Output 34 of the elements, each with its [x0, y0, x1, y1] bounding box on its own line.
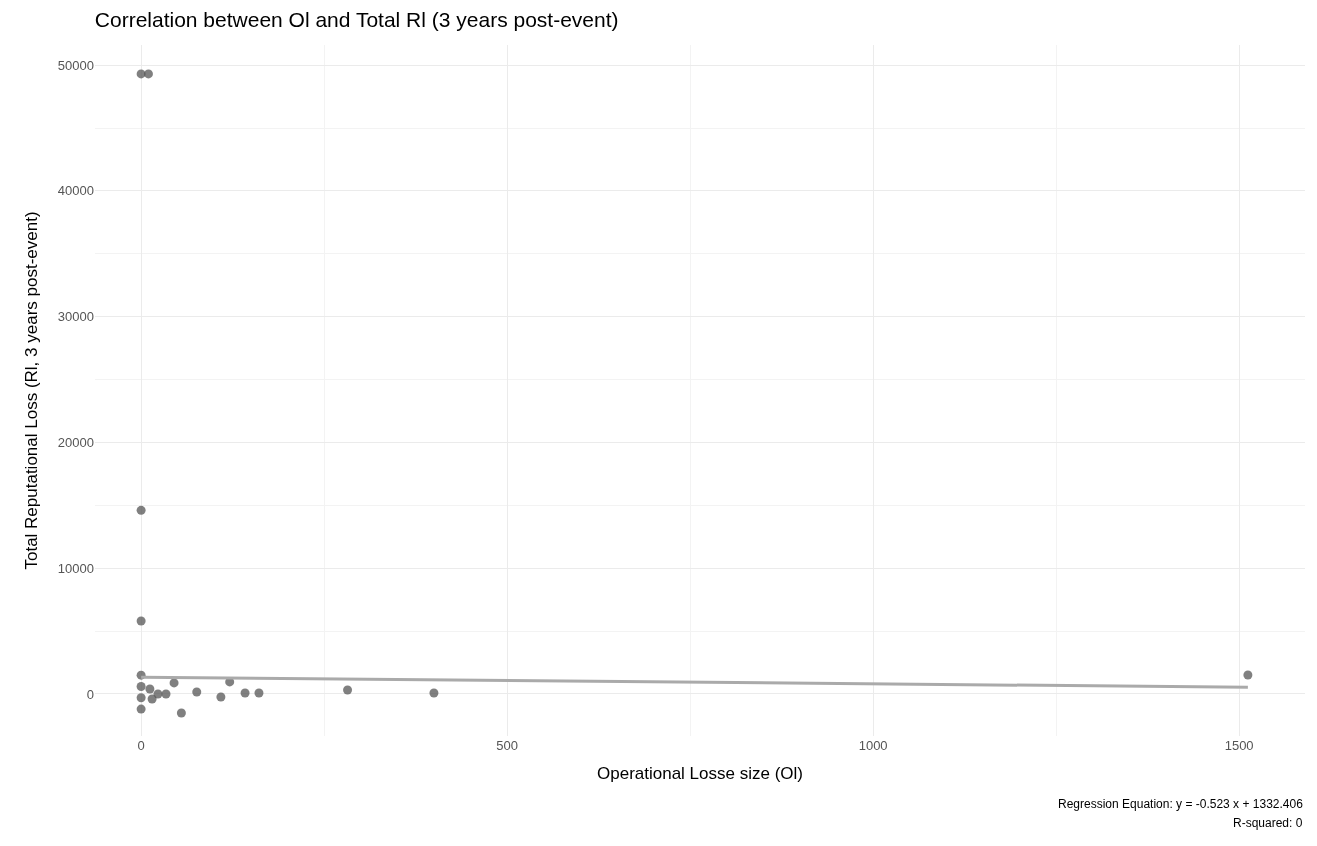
y-tick-label: 10000	[57, 560, 94, 576]
text: R-squared: 0	[1233, 816, 1303, 830]
point	[192, 687, 202, 697]
point	[343, 685, 353, 695]
x-tick-label: 0	[137, 738, 145, 753]
y-tick-label: 20000	[57, 434, 94, 450]
point	[136, 616, 146, 626]
point	[216, 692, 226, 702]
point	[169, 678, 179, 688]
point	[136, 693, 146, 703]
y-tick-label: 40000	[57, 183, 94, 199]
point	[429, 688, 439, 698]
text: Regression Equation: y = -0.523 x + 1332.406	[1058, 797, 1304, 811]
point	[153, 689, 163, 699]
y-tick-label: 30000	[57, 309, 94, 325]
point	[161, 689, 171, 699]
point	[240, 688, 250, 698]
point	[136, 681, 146, 691]
y-axis-title: Total Reputational Loss (Rl, 3 years post-event)	[22, 211, 42, 570]
point	[136, 704, 146, 714]
chart-title: Correlation between Ol and Total Rl (3 years post-event)	[94, 8, 619, 32]
point	[176, 708, 186, 718]
point	[136, 505, 146, 515]
x-tick-label: 500	[496, 738, 518, 753]
y-tick-label: 50000	[57, 57, 94, 73]
x-tick-label: 1500	[1224, 738, 1254, 753]
y-tick-label: 0	[86, 686, 94, 702]
point	[1243, 670, 1253, 680]
point	[145, 684, 155, 694]
point	[143, 69, 153, 79]
point	[147, 694, 157, 704]
x-tick-label: 1000	[858, 738, 888, 753]
point	[254, 688, 264, 698]
x-axis-title: Operational Losse size (Ol)	[597, 764, 803, 784]
